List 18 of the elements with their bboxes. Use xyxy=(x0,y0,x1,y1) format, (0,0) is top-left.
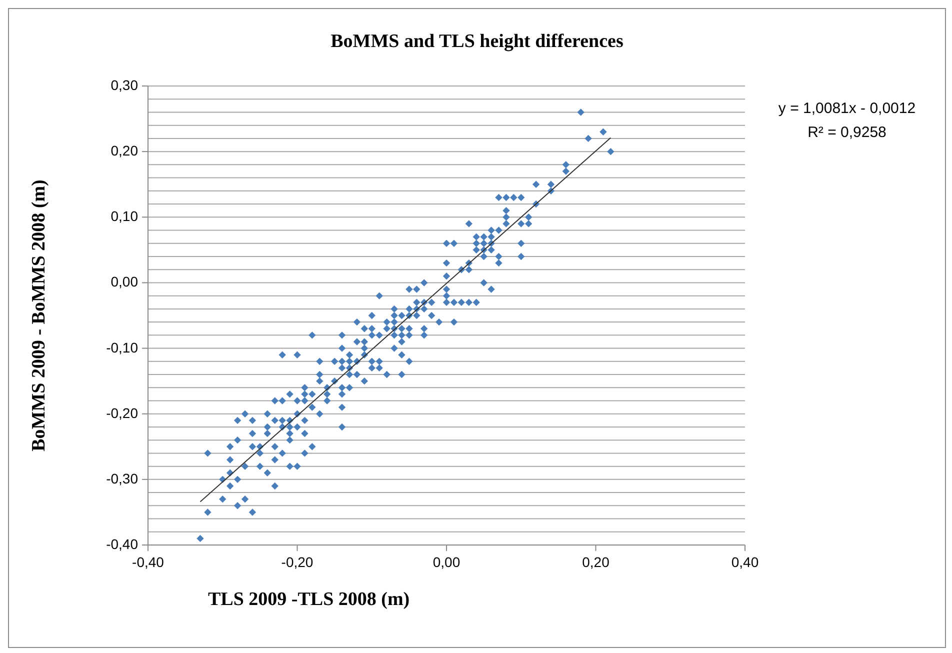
x-tick-label: -0,20 xyxy=(281,554,314,570)
y-tick-label: -0,40 xyxy=(106,536,138,552)
y-tick-label: -0,10 xyxy=(106,339,138,356)
text: R² = 0,9258 xyxy=(806,123,888,143)
y-tick-label: 0,20 xyxy=(110,142,138,159)
x-axis-title: TLS 2009 -TLS 2008 (m) xyxy=(208,589,410,610)
chart-title: BoMMS and TLS height differences xyxy=(330,31,624,53)
x-tick-label: 0,20 xyxy=(582,554,610,570)
y-tick-label: -0,20 xyxy=(106,404,138,421)
y-tick-label: 0,10 xyxy=(110,208,138,224)
x-tick-label: 0,40 xyxy=(731,554,759,570)
x-tick-label: -0,40 xyxy=(132,554,164,570)
x-tick-label: 0,00 xyxy=(432,554,460,570)
y-tick-label: -0,30 xyxy=(106,470,138,486)
y-tick-label: 0,00 xyxy=(110,274,138,290)
text: y = 1,0081x - 0,0012 xyxy=(777,99,917,119)
y-axis-title: BoMMS 2009 - BoMMS 2008 (m) xyxy=(28,180,50,452)
y-tick-label: 0,30 xyxy=(110,77,138,93)
